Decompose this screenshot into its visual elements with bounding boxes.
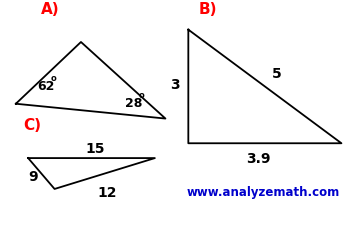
Text: C): C) bbox=[23, 118, 41, 133]
Text: www.analyzemath.com: www.analyzemath.com bbox=[187, 186, 340, 199]
Text: o: o bbox=[138, 91, 144, 100]
Text: o: o bbox=[50, 74, 56, 83]
Text: 12: 12 bbox=[98, 186, 117, 200]
Text: 5: 5 bbox=[271, 67, 281, 81]
Text: 62: 62 bbox=[37, 80, 54, 93]
Text: 3: 3 bbox=[170, 78, 180, 92]
Text: 15: 15 bbox=[85, 143, 105, 156]
Text: A): A) bbox=[40, 2, 59, 17]
Text: B): B) bbox=[199, 2, 218, 17]
Text: 28: 28 bbox=[125, 97, 142, 110]
Text: 9: 9 bbox=[29, 170, 38, 184]
Text: 3.9: 3.9 bbox=[246, 152, 271, 166]
